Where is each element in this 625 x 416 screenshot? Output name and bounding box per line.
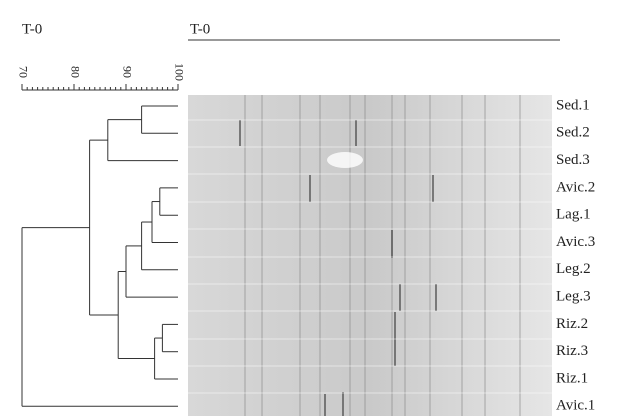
lane-label: Avic.2: [556, 179, 595, 195]
lane-label: Avic.3: [556, 234, 595, 250]
tick-label: 80: [68, 66, 82, 78]
left-title: T-0: [22, 21, 42, 37]
lane-label: Sed.3: [556, 152, 590, 168]
gel-image: [188, 95, 552, 416]
tick-label: 70: [16, 66, 30, 78]
lane-label: Avic.1: [556, 398, 595, 414]
lane-label: Riz.3: [556, 343, 588, 359]
tick-label: 100: [172, 63, 186, 81]
tick-label: 90: [120, 66, 134, 78]
lane-label: Riz.2: [556, 316, 588, 332]
lane-label: Riz.1: [556, 370, 588, 386]
lane-label: Sed.2: [556, 125, 590, 141]
lane-label: Leg.3: [556, 289, 591, 305]
lane-label: Sed.1: [556, 97, 590, 113]
lane-label: Leg.2: [556, 261, 591, 277]
gel-title: T-0: [190, 21, 210, 37]
lane-label: Lag.1: [556, 207, 591, 223]
